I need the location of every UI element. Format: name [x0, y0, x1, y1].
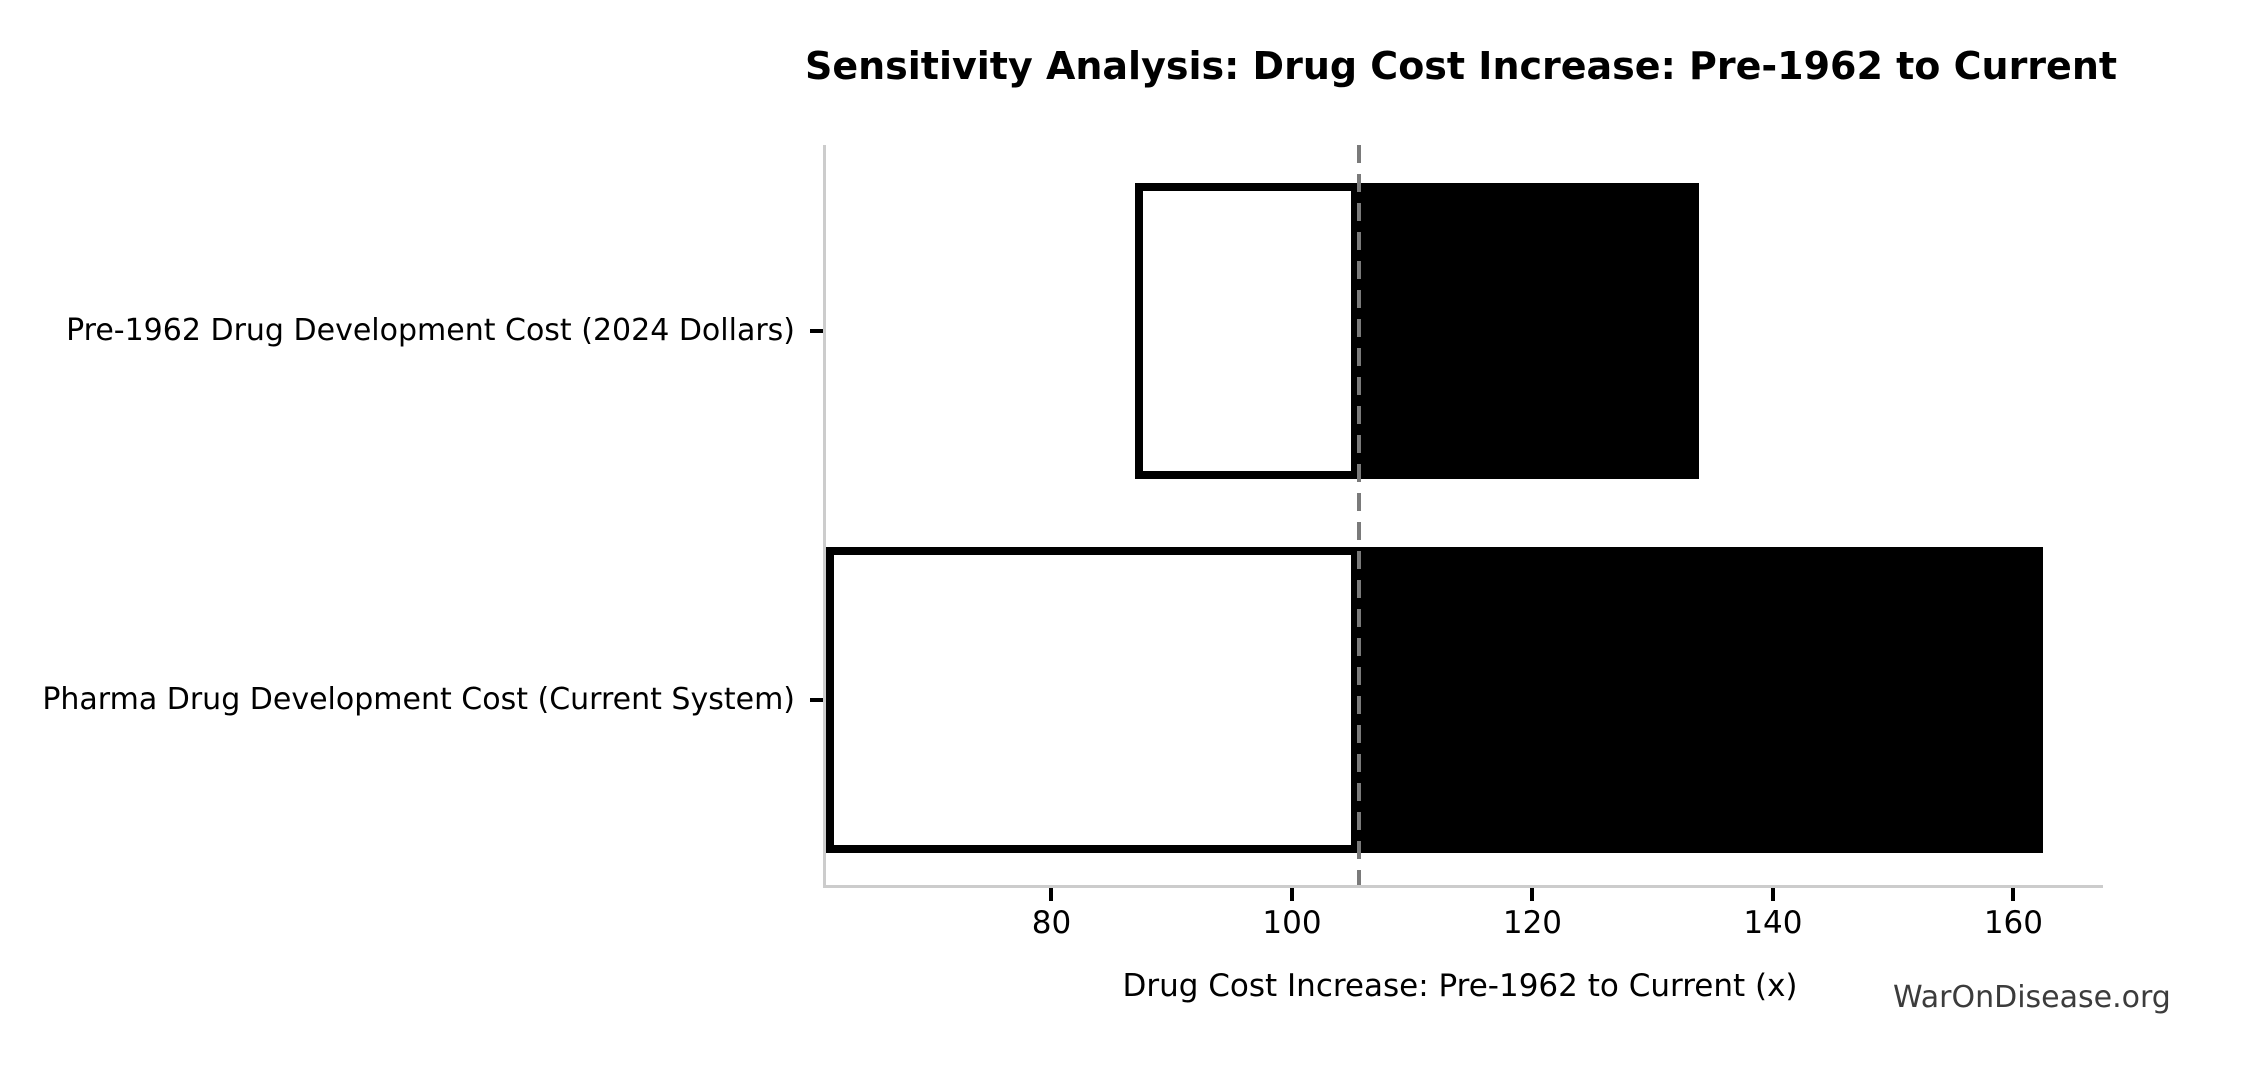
x-tick-label: 140 — [1743, 905, 1803, 941]
x-tick — [1049, 888, 1054, 901]
y-tick — [810, 329, 823, 333]
x-tick-label: 120 — [1502, 905, 1563, 941]
bar-low-segment — [826, 547, 1359, 853]
x-tick — [1289, 888, 1294, 901]
x-tick — [2011, 888, 2016, 901]
watermark: WarOnDisease.org — [1893, 980, 2171, 1015]
chart-title: Sensitivity Analysis: Drug Cost Increase… — [804, 44, 2118, 88]
bar-high-segment — [1358, 547, 2043, 853]
baseline-dashed-line — [1356, 145, 1361, 885]
y-axis-label: Pharma Drug Development Cost (Current Sy… — [42, 682, 795, 717]
plot-area — [823, 145, 2103, 888]
bar-high-segment — [1358, 183, 1699, 479]
x-axis-label: Drug Cost Increase: Pre-1962 to Current … — [1122, 968, 1798, 1004]
bar-low-segment — [1135, 183, 1359, 479]
x-tick-label: 100 — [1262, 905, 1322, 941]
x-tick-label: 80 — [1031, 905, 1072, 941]
y-axis-label: Pre-1962 Drug Development Cost (2024 Dol… — [66, 313, 795, 348]
x-axis: 80 100 120 140 160 — [823, 888, 2100, 948]
x-tick-label: 160 — [1983, 905, 2044, 941]
x-tick — [1770, 888, 1775, 901]
y-tick — [810, 698, 823, 702]
x-tick — [1530, 888, 1535, 901]
